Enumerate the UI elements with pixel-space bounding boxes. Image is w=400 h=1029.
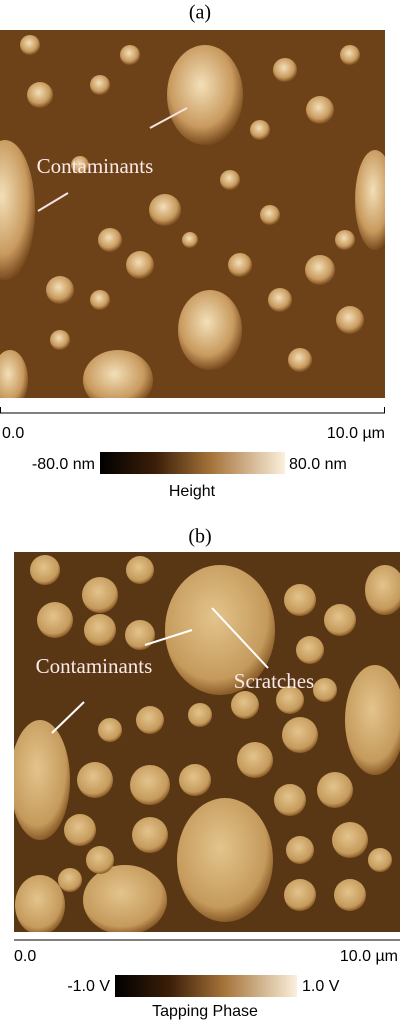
feature — [274, 784, 306, 816]
feature — [345, 665, 400, 775]
feature — [125, 620, 155, 650]
feature — [126, 251, 154, 279]
feature — [83, 865, 167, 932]
colorbar-title: Tapping Phase — [152, 1003, 258, 1020]
feature — [365, 565, 400, 615]
feature — [228, 253, 252, 277]
arrow — [211, 607, 269, 669]
feature — [182, 232, 198, 248]
feature — [27, 82, 53, 108]
feature — [71, 156, 89, 174]
feature — [188, 703, 212, 727]
feature — [288, 348, 312, 372]
feature — [165, 565, 275, 695]
feature — [355, 150, 385, 250]
annotation: Contaminants — [37, 154, 154, 178]
feature — [84, 614, 116, 646]
feature — [120, 45, 140, 65]
feature — [336, 306, 364, 334]
feature — [179, 764, 211, 796]
feature — [306, 96, 334, 124]
feature — [282, 717, 318, 753]
feature — [260, 205, 280, 225]
arrow — [51, 701, 85, 734]
feature — [20, 35, 40, 55]
annotation: Scratches — [234, 669, 314, 693]
arrow — [144, 629, 193, 646]
feature — [90, 75, 110, 95]
feature — [0, 350, 28, 398]
feature — [305, 255, 335, 285]
annotation: Contaminants — [36, 654, 153, 678]
feature — [132, 817, 168, 853]
feature — [14, 720, 70, 840]
scale-end: 10.0 µm — [340, 948, 398, 965]
feature — [313, 678, 337, 702]
feature — [340, 45, 360, 65]
feature — [334, 879, 366, 911]
feature — [90, 290, 110, 310]
feature — [220, 170, 240, 190]
features — [0, 35, 385, 398]
colorbar-max: 1.0 V — [302, 978, 340, 995]
colorbar — [100, 452, 285, 474]
panel-label: (b) — [188, 526, 211, 548]
feature — [130, 765, 170, 805]
feature — [268, 288, 292, 312]
feature — [335, 230, 355, 250]
feature — [286, 836, 314, 864]
feature — [98, 718, 122, 742]
feature — [83, 350, 153, 398]
feature — [37, 602, 73, 638]
feature — [177, 798, 273, 922]
feature — [149, 194, 181, 226]
feature — [64, 814, 96, 846]
feature — [98, 228, 122, 252]
feature — [250, 120, 270, 140]
feature — [296, 636, 324, 664]
colorbar-min: -80.0 nm — [32, 456, 95, 473]
feature — [231, 691, 259, 719]
colorbar-title: Height — [169, 483, 216, 500]
feature — [332, 822, 368, 858]
feature — [30, 555, 60, 585]
feature — [58, 868, 82, 892]
colorbar-max: 80.0 nm — [289, 456, 347, 473]
feature — [86, 846, 114, 874]
feature — [273, 58, 297, 82]
feature — [15, 875, 65, 932]
feature — [167, 45, 243, 145]
feature — [237, 742, 273, 778]
feature — [126, 556, 154, 584]
feature — [136, 706, 164, 734]
feature — [276, 686, 304, 714]
feature — [0, 140, 35, 280]
arrow — [37, 192, 69, 212]
colorbar-min: -1.0 V — [67, 978, 110, 995]
scale-end: 10.0 µm — [327, 425, 385, 442]
scale-start: 0.0 — [2, 425, 24, 442]
feature — [46, 276, 74, 304]
feature — [317, 772, 353, 808]
scale-start: 0.0 — [14, 948, 36, 965]
feature — [50, 330, 70, 350]
feature — [82, 577, 118, 613]
feature — [368, 848, 392, 872]
feature — [284, 879, 316, 911]
colorbar — [115, 975, 297, 997]
feature — [284, 584, 316, 616]
feature — [178, 290, 242, 370]
feature — [324, 604, 356, 636]
feature — [77, 762, 113, 798]
panel-label: (a) — [189, 2, 211, 24]
arrow — [149, 107, 188, 129]
features — [14, 555, 400, 932]
